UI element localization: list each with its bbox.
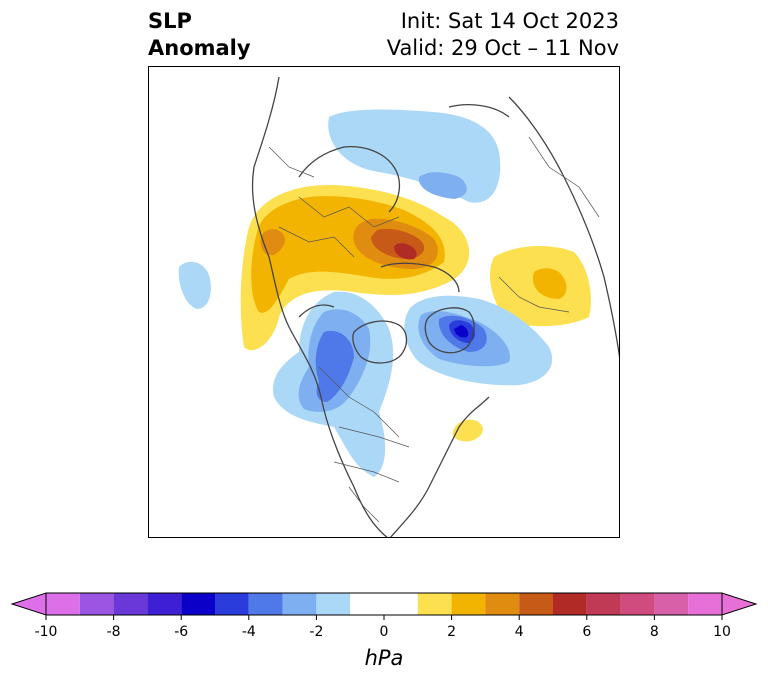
forecast-dates: Init: Sat 14 Oct 2023 Valid: 29 Oct – 11…	[387, 8, 619, 62]
colorbar-tick-label: 10	[713, 624, 731, 640]
colorbar-segment	[79, 593, 114, 615]
colorbar-tick-label: -8	[106, 624, 121, 640]
colorbar-tick-label: -6	[174, 624, 189, 640]
colorbar-segment	[620, 593, 655, 615]
title-line-2: Anomaly	[148, 36, 251, 60]
colorbar-segment	[248, 593, 283, 615]
colorbar-segment	[451, 593, 486, 615]
colorbar-tick-label: -2	[309, 624, 324, 640]
colorbar-segment	[147, 593, 182, 615]
colorbar-tick-label: -4	[241, 624, 256, 640]
colorbar-extend-min	[10, 592, 47, 616]
colorbar-extend-max	[721, 592, 758, 616]
coastlines	[251, 76, 619, 537]
colorbar-segment	[316, 593, 351, 615]
title-line-1: SLP	[148, 9, 192, 33]
colorbar-tick-label: 2	[447, 624, 457, 640]
valid-range: Valid: 29 Oct – 11 Nov	[386, 36, 619, 60]
colorbar-segment	[688, 593, 722, 615]
colorbar-segment	[519, 593, 553, 615]
anomaly-map	[178, 76, 619, 537]
colorbar-segment	[181, 593, 215, 615]
negative-anomaly-atlantic	[404, 295, 553, 386]
colorbar-tick-label: 0	[379, 624, 389, 640]
init-date: Init: Sat 14 Oct 2023	[400, 9, 619, 33]
negative-anomaly-siberia	[328, 109, 501, 203]
colorbar-tick-label: -10	[34, 624, 58, 640]
colorbar-segment	[485, 593, 520, 615]
colorbar-unit-label: hPa	[364, 646, 404, 670]
positive-anomaly-asia	[489, 245, 591, 327]
map-panel	[148, 66, 620, 538]
negative-anomaly-small	[178, 261, 211, 309]
colorbar-segment	[553, 593, 587, 615]
colorbar	[10, 592, 758, 620]
colorbar-tick-label: 8	[649, 624, 659, 640]
negative-anomaly-pacific	[273, 291, 394, 477]
colorbar-segment	[282, 593, 317, 615]
colorbar-tick-labels: -10 -8 -6 -4 -2 0 2 4 6 8 10	[0, 624, 768, 644]
colorbar-segment	[654, 593, 689, 615]
colorbar-tick-label: 4	[514, 624, 524, 640]
country-borders	[268, 136, 600, 523]
colorbar-segment	[350, 593, 418, 615]
colorbar-segment	[417, 593, 452, 615]
colorbar-segment	[215, 593, 249, 615]
chart-title: SLP Anomaly	[148, 8, 251, 62]
colorbar-segment	[113, 593, 148, 615]
positive-anomaly-europe	[240, 184, 470, 351]
colorbar-segment	[586, 593, 621, 615]
colorbar-segment	[46, 593, 80, 615]
colorbar-tick-label: 6	[582, 624, 592, 640]
